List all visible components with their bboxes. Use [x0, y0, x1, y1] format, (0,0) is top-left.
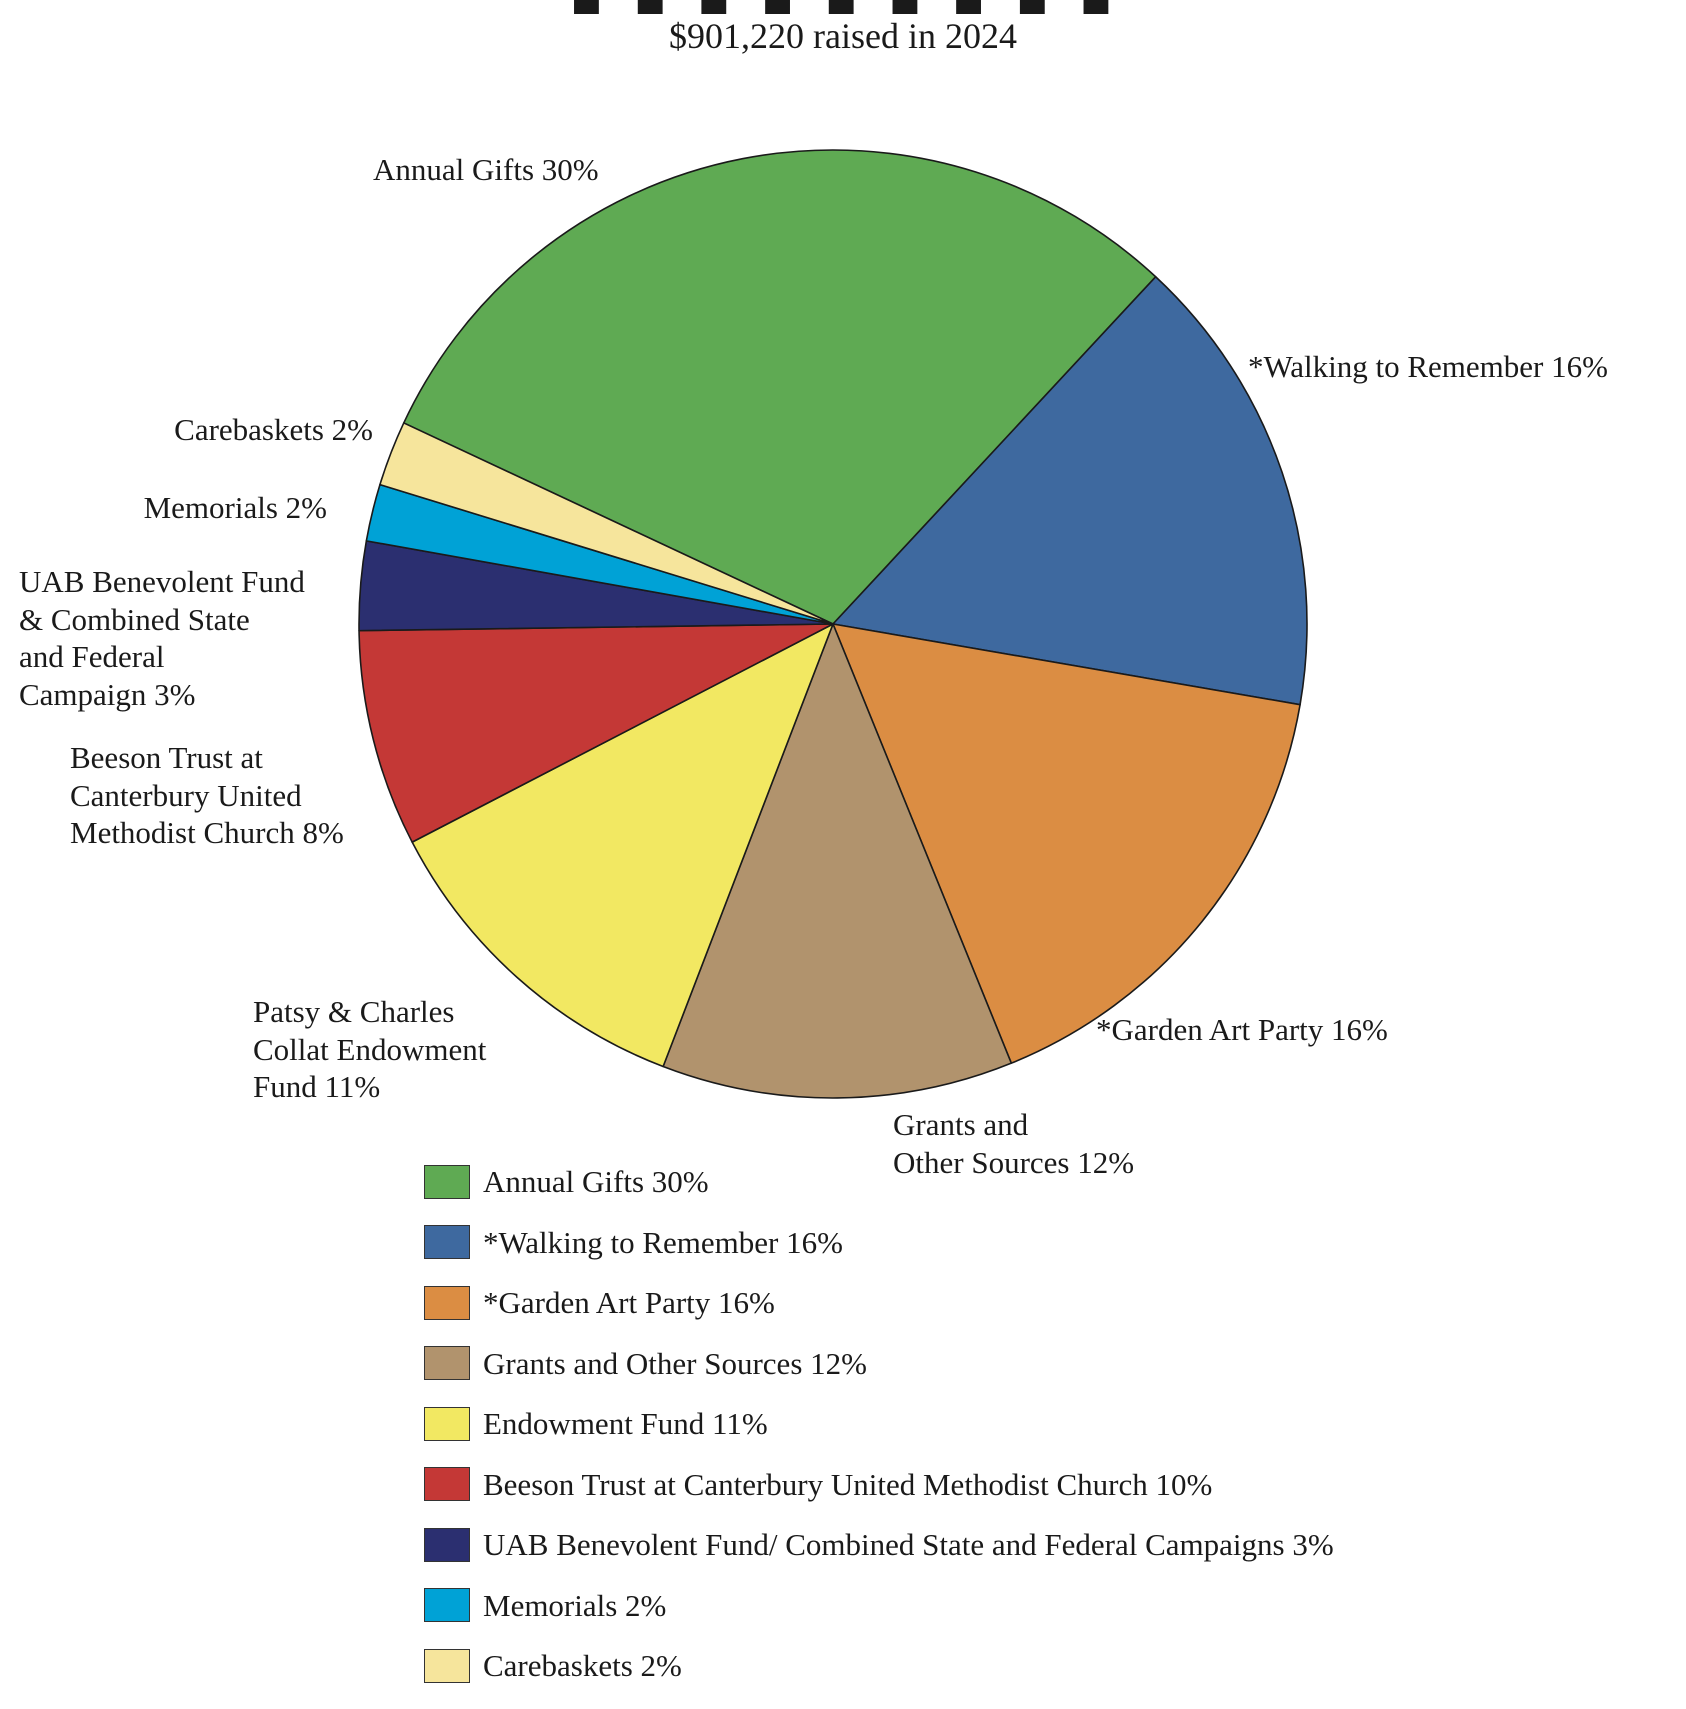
clipped-title-fragment: ▉ ▉ ▉ ▉ ▉ ▉ ▉ ▉ ▉: [0, 0, 1686, 14]
label-walking-to-remember: *Walking to Remember 16%: [1248, 349, 1608, 384]
legend-item-annual-gifts: Annual Gifts 30%: [424, 1164, 1334, 1199]
label-uab-benevolent: UAB Benevolent Fund & Combined State and…: [19, 564, 305, 712]
label-endowment: Patsy & Charles Collat Endowment Fund 11…: [253, 994, 487, 1104]
pie-slice-beeson: [358, 623, 834, 843]
legend-swatch-icon: [424, 1467, 470, 1501]
label-garden-art-party: *Garden Art Party 16%: [1096, 1012, 1388, 1047]
legend: Annual Gifts 30% *Walking to Remember 16…: [424, 1164, 1334, 1709]
legend-item-endowment: Endowment Fund 11%: [424, 1406, 1334, 1441]
legend-swatch-icon: [424, 1588, 470, 1622]
legend-item-carebaskets: Carebaskets 2%: [424, 1648, 1334, 1683]
pie-slice-grants: [662, 623, 1013, 1099]
legend-swatch-icon: [424, 1406, 470, 1441]
pie-slice-walking: [832, 275, 1308, 706]
legend-item-garden-art-party: *Garden Art Party 16%: [424, 1285, 1334, 1320]
pie-slice-garden: [832, 623, 1301, 1064]
label-memorials: Memorials 2%: [143, 490, 327, 525]
legend-item-grants: Grants and Other Sources 12%: [424, 1346, 1334, 1381]
pie-slice-annual: [402, 149, 1157, 625]
label-carebaskets: Carebaskets 2%: [174, 412, 373, 447]
legend-swatch-icon: [424, 1648, 470, 1683]
legend-item-walking-to-remember: *Walking to Remember 16%: [424, 1225, 1334, 1260]
legend-swatch-icon: [424, 1164, 470, 1199]
chart-subtitle: $901,220 raised in 2024: [669, 16, 1017, 56]
legend-swatch-icon: [424, 1346, 470, 1380]
legend-item-beeson-trust: Beeson Trust at Canterbury United Method…: [424, 1467, 1334, 1502]
legend-item-uab-benevolent: UAB Benevolent Fund/ Combined State and …: [424, 1527, 1334, 1562]
legend-swatch-icon: [424, 1285, 470, 1320]
label-beeson-trust: Beeson Trust at Canterbury United Method…: [70, 740, 344, 850]
legend-swatch-icon: [424, 1225, 470, 1259]
legend-swatch-icon: [424, 1527, 470, 1562]
pie-slice-carebaskets: [379, 422, 834, 625]
pie-slice-endowment: [411, 623, 834, 1068]
label-annual-gifts: Annual Gifts 30%: [373, 152, 599, 187]
legend-item-memorials: Memorials 2%: [424, 1588, 1334, 1623]
label-grants: Grants and Other Sources 12%: [893, 1107, 1135, 1180]
